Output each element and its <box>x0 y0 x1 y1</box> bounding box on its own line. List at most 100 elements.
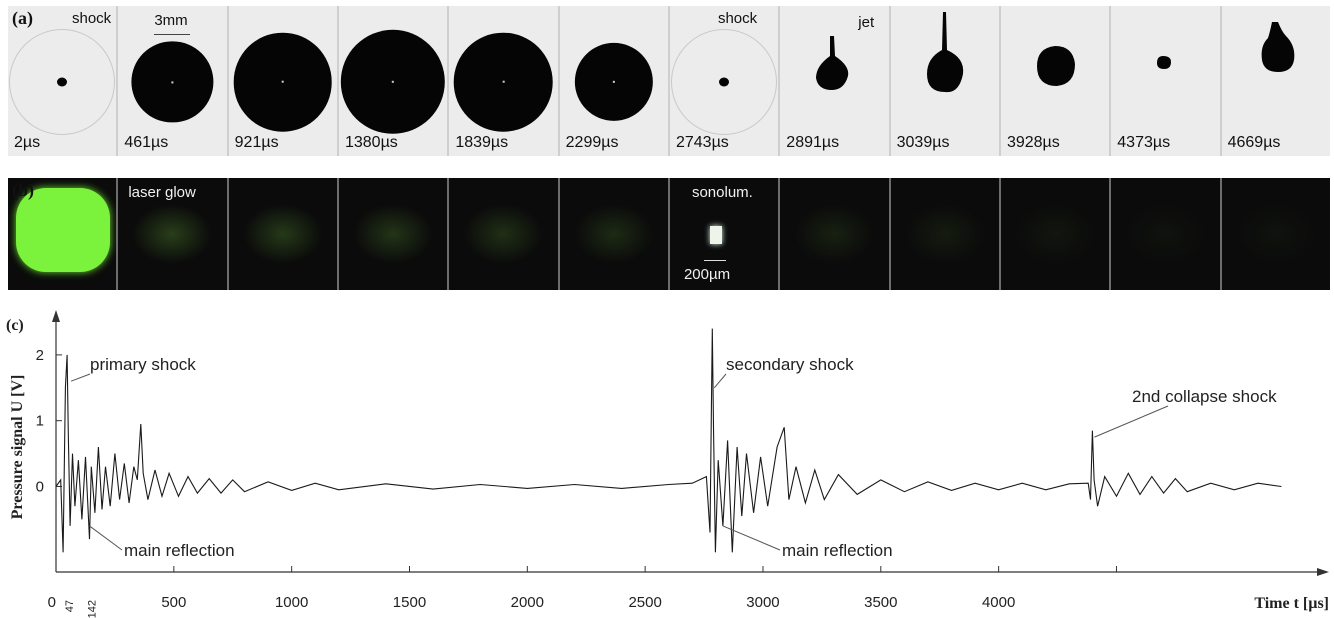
frame-a-2: 921µs <box>228 6 337 156</box>
frame-b-6: sonolum. 200µm <box>669 178 779 290</box>
bubble <box>57 77 67 87</box>
frame-a-7: 2891µs jet <box>780 6 889 156</box>
bubble <box>131 41 213 123</box>
y-axis-arrow <box>52 310 60 322</box>
jet-annotation: jet <box>858 14 875 31</box>
frame-b-0: (b) <box>8 178 117 290</box>
y-tick-label: 2 <box>36 347 44 364</box>
frame-b-8 <box>890 178 999 290</box>
x-tick-label: 0 <box>48 594 56 611</box>
shock-ring <box>9 29 115 135</box>
faint-glow <box>573 204 654 264</box>
scale-bar-200 <box>703 260 726 261</box>
faint-glow <box>242 204 323 264</box>
x-tick-label: 1000 <box>275 594 308 611</box>
bubble <box>718 77 729 87</box>
shock-annotation: shock <box>72 10 112 27</box>
frame-time-label: 461µs <box>124 134 169 151</box>
bubble-shape <box>926 12 963 93</box>
frame-time-label: 3039µs <box>896 134 950 151</box>
bubble-shape <box>1036 46 1075 86</box>
primary-shock-leader <box>70 373 91 382</box>
bubble <box>454 32 553 132</box>
frame-a-8: 3039µs <box>890 6 999 156</box>
sonolum-annotation: sonolum. <box>691 184 753 201</box>
frame-a-9: 3928µs <box>1000 6 1110 156</box>
x-tick-label: 2500 <box>628 594 661 611</box>
panel-b-strip: (b) laser glow sonolum. 200µm <box>8 178 1330 290</box>
frame-b-5 <box>559 178 668 290</box>
frame-time-label: 2743µs <box>675 134 729 151</box>
frame-a-0: 2µs (a) shock <box>8 6 117 156</box>
x-tick-small-label: 47 <box>64 600 76 612</box>
y-tick-label: 1 <box>36 413 44 430</box>
bubble <box>340 29 446 135</box>
faint-glow <box>904 204 985 264</box>
secondary-shock-leader <box>713 373 727 389</box>
pressure-series-line <box>55 328 1282 553</box>
x-tick-label: 3000 <box>746 594 779 611</box>
faint-glow <box>1015 204 1096 264</box>
frame-time-label: 4669µs <box>1227 134 1281 151</box>
frame-time-label: 3928µs <box>1006 134 1060 151</box>
frame-b-11 <box>1221 178 1330 290</box>
frame-b-9 <box>1000 178 1110 290</box>
main-reflection-leader-2 <box>722 525 781 551</box>
bubble <box>233 32 332 132</box>
main-reflection-annotation: main reflection <box>124 541 235 560</box>
frame-a-3: 1380µs <box>338 6 448 156</box>
frame-time-label: 2µs <box>14 134 41 151</box>
faint-glow <box>794 204 875 264</box>
bubble-shape <box>816 36 849 90</box>
laser-glow-spot <box>16 188 110 272</box>
frame-a-1: 461µs 3mm <box>118 6 227 156</box>
frame-a-4: 1839µs <box>449 6 558 156</box>
second-collapse-leader <box>1094 405 1169 438</box>
frame-b-2 <box>228 178 337 290</box>
primary-shock-annotation: primary shock <box>90 355 196 374</box>
frame-b-10 <box>1111 178 1220 290</box>
scale-bar <box>154 34 191 35</box>
frame-b-1: laser glow <box>118 178 227 290</box>
secondary-shock-annotation: secondary shock <box>726 355 854 374</box>
main-reflection-annotation-2: main reflection <box>782 541 893 560</box>
x-tick-small-label: 142 <box>86 600 98 618</box>
frame-b-3 <box>338 178 448 290</box>
laser-glow-annotation: laser glow <box>128 184 196 201</box>
x-tick-label: 2000 <box>511 594 544 611</box>
bubble-shape <box>1157 56 1172 69</box>
faint-glow <box>1125 204 1206 264</box>
x-axis-arrow <box>1317 568 1329 576</box>
frame-a-11: 4669µs <box>1221 6 1330 156</box>
frame-a-10: 4373µs <box>1111 6 1220 156</box>
scale-200um-annotation: 200µm <box>683 266 731 283</box>
x-tick-label: 1500 <box>393 594 426 611</box>
faint-glow <box>463 204 544 264</box>
faint-glow <box>353 204 434 264</box>
x-tick-label: 3500 <box>864 594 897 611</box>
frame-b-7 <box>780 178 889 290</box>
frame-time-label: 1380µs <box>344 134 398 151</box>
frame-a-6: 2743µs shock <box>669 6 779 156</box>
panel-a-label: (a) <box>12 8 33 28</box>
frame-time-label: 2299µs <box>565 134 619 151</box>
frame-time-label: 921µs <box>234 134 279 151</box>
x-axis-title: Time t [µs] <box>1254 595 1329 612</box>
panel-a-strip: 2µs (a) shock 461µs 3mm 921µs 1380µs 1839µs 2299… <box>8 6 1330 156</box>
sonoluminescence-spot <box>709 226 722 244</box>
panel-c-chart: 0 500 1000 1500 2000 2500 3000 3500 4000 47 142 0 1 2… <box>0 300 1334 618</box>
main-reflection-leader <box>89 525 123 551</box>
faint-glow <box>1235 204 1316 264</box>
pressure-chart-svg: 0 500 1000 1500 2000 2500 3000 3500 4000 47 142 0 1 2… <box>6 310 1329 618</box>
bubble-shape <box>1261 22 1294 72</box>
x-tick-label: 4000 <box>982 594 1015 611</box>
shock-ring <box>670 29 777 135</box>
frame-b-4 <box>449 178 558 290</box>
frame-time-label: 1839µs <box>455 134 509 151</box>
scale-3mm-annotation: 3mm <box>154 12 188 29</box>
faint-glow <box>132 204 213 264</box>
frame-time-label: 4373µs <box>1117 134 1171 151</box>
x-tick-label: 500 <box>161 594 186 611</box>
bubble <box>574 42 653 122</box>
second-collapse-annotation: 2nd collapse shock <box>1132 387 1277 406</box>
